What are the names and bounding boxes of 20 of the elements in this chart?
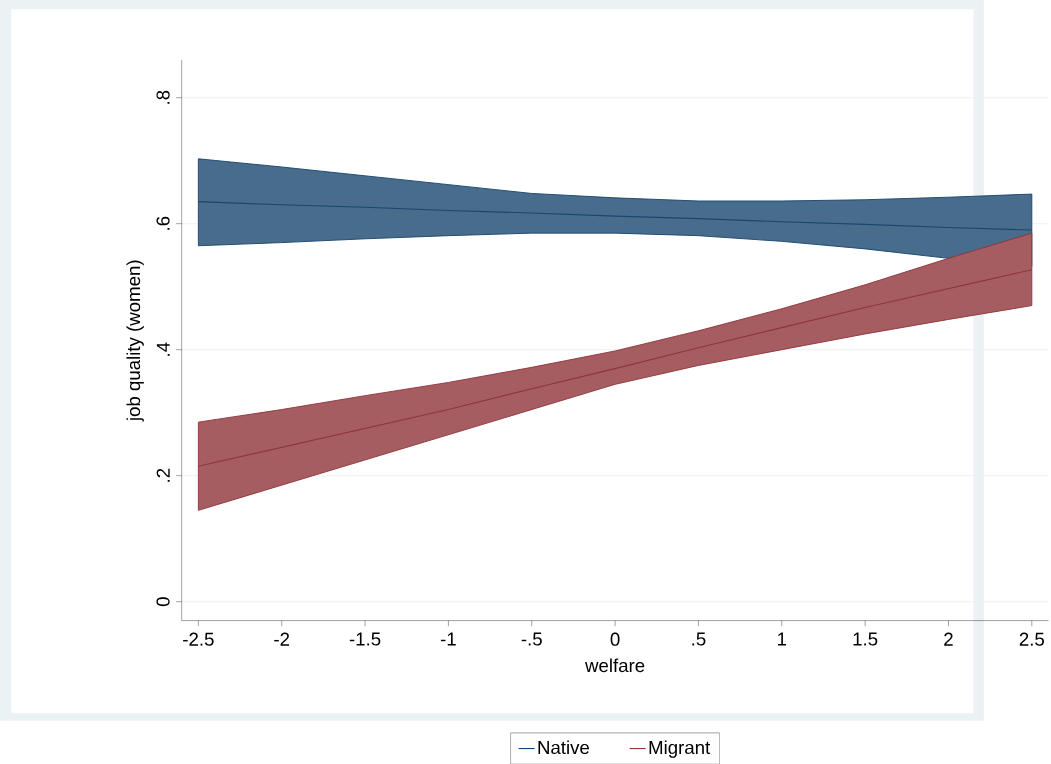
x-tick-label: 2: [944, 632, 953, 646]
x-tick-label: -1.5: [349, 632, 381, 646]
y-tick-label: .8: [156, 90, 170, 104]
x-tick-label: 0: [610, 632, 620, 646]
y-tick-label: .4: [156, 342, 170, 356]
y-tick-label: .6: [156, 216, 170, 230]
x-tick-label: 2.5: [1019, 632, 1045, 646]
x-axis-title: welfare: [585, 658, 645, 672]
x-tick-label: -2.5: [183, 632, 214, 646]
x-tick-label: -1: [440, 632, 456, 646]
x-tick-label: -2: [274, 632, 290, 646]
y-tick-label: 0: [156, 597, 170, 606]
legend-label: Migrant: [649, 740, 711, 758]
legend-label: Native: [538, 740, 589, 754]
y-tick-label: .2: [156, 468, 170, 482]
x-tick-label: 1.5: [853, 632, 878, 646]
y-axis-title: job quality (women): [126, 260, 144, 422]
x-tick-label: 1: [778, 632, 787, 646]
x-tick-label: .5: [692, 632, 706, 646]
x-tick-label: -.5: [521, 632, 542, 646]
